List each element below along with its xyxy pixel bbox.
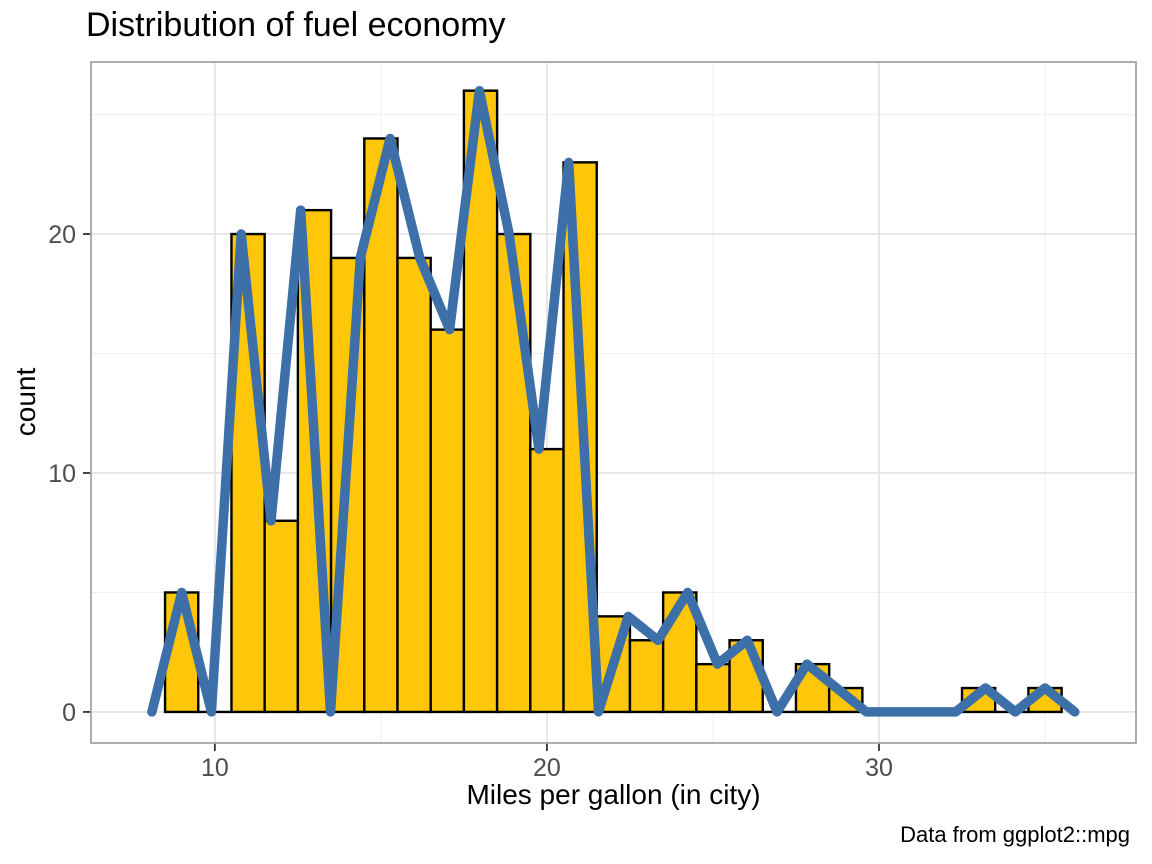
histogram-bar xyxy=(695,662,731,714)
freqpoly-line xyxy=(147,85,1080,717)
x-tick-label: 30 xyxy=(865,754,893,782)
x-tick-label: 20 xyxy=(533,754,561,782)
histogram-bar xyxy=(396,256,432,714)
plot-title: Distribution of fuel economy xyxy=(86,6,506,44)
histogram-bar xyxy=(429,328,466,714)
panel-border xyxy=(90,61,1137,744)
histogram-bar xyxy=(529,447,565,714)
histogram-bar xyxy=(263,519,300,714)
x-tick-label: 10 xyxy=(201,754,229,782)
y-tick-label: 0 xyxy=(62,699,76,727)
histogram-bar xyxy=(628,639,665,714)
histogram-bar xyxy=(495,232,532,714)
x-axis-title: Miles per gallon (in city) xyxy=(466,779,761,810)
y-axis-title: count xyxy=(10,367,41,437)
y-tick-label: 10 xyxy=(48,460,76,488)
y-tick-label: 20 xyxy=(48,221,76,249)
caption: Data from ggplot2::mpg xyxy=(900,822,1130,847)
